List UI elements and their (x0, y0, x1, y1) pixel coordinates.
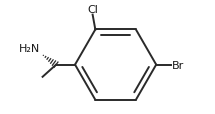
Text: Br: Br (172, 60, 184, 70)
Text: H₂N: H₂N (19, 44, 40, 54)
Text: Cl: Cl (87, 5, 98, 15)
